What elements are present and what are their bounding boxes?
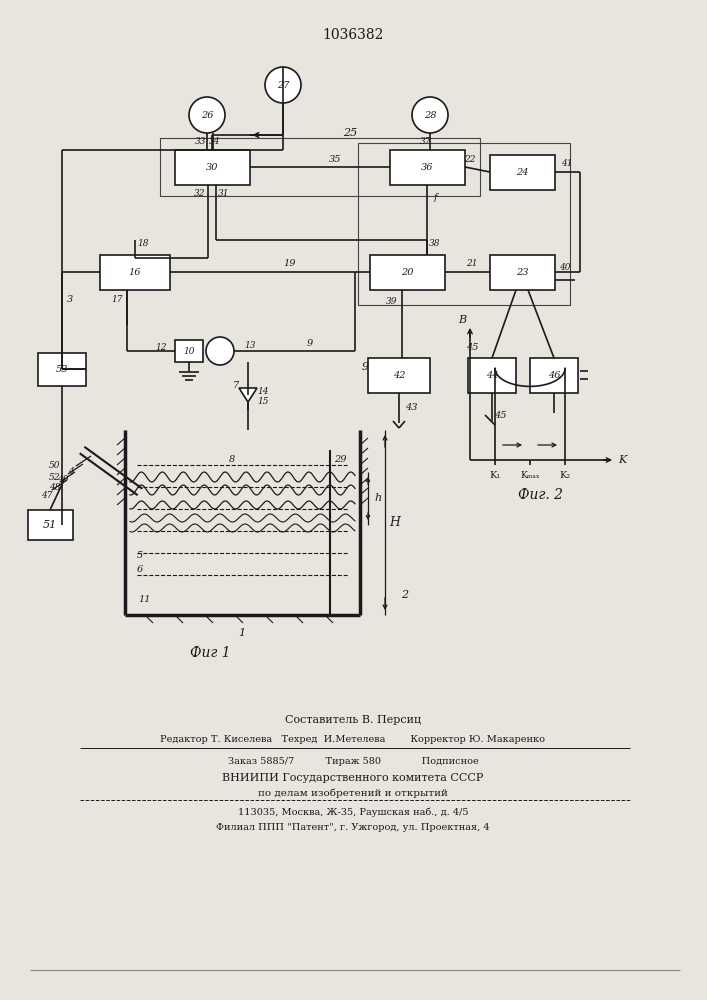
Text: 19: 19: [284, 259, 296, 268]
Text: 36: 36: [421, 163, 434, 172]
Text: 32: 32: [194, 188, 206, 198]
Bar: [370, 255, 445, 290]
Text: 45: 45: [493, 410, 506, 420]
Circle shape: [412, 97, 448, 133]
Text: Филиал ППП "Патент", г. Ужгород, ул. Проектная, 4: Филиал ППП "Патент", г. Ужгород, ул. Про…: [216, 822, 490, 832]
Text: 51: 51: [43, 520, 57, 530]
Text: 22: 22: [464, 154, 476, 163]
Text: Заказ 5885/7          Тираж 580             Подписное: Заказ 5885/7 Тираж 580 Подписное: [228, 758, 479, 766]
Polygon shape: [239, 388, 257, 402]
Text: h: h: [375, 493, 382, 503]
Text: 31: 31: [218, 188, 230, 198]
Text: 23: 23: [516, 268, 529, 277]
Bar: [28, 510, 73, 540]
Text: 39: 39: [386, 298, 398, 306]
Text: Составитель В. Персиц: Составитель В. Персиц: [285, 715, 421, 725]
Bar: [490, 255, 555, 290]
Text: 45: 45: [466, 344, 478, 353]
Text: H: H: [390, 516, 400, 528]
Text: 14: 14: [257, 386, 269, 395]
Text: Kₘₐₓ: Kₘₐₓ: [520, 471, 540, 480]
Circle shape: [265, 67, 301, 103]
Text: Редактор Т. Киселева   Техред  И.Метелева        Корректор Ю. Макаренко: Редактор Т. Киселева Техред И.Метелева К…: [160, 736, 546, 744]
Text: 2: 2: [402, 590, 409, 600]
Text: 7: 7: [233, 380, 239, 389]
Text: 11: 11: [139, 595, 151, 604]
Text: 4: 4: [68, 466, 74, 476]
Text: 8: 8: [229, 456, 235, 464]
Text: 48: 48: [49, 483, 61, 491]
Bar: [175, 340, 203, 362]
Text: 15: 15: [257, 396, 269, 406]
Text: 6: 6: [137, 566, 143, 574]
Text: 46: 46: [548, 371, 560, 380]
Text: 47: 47: [41, 490, 53, 499]
Circle shape: [206, 337, 234, 365]
Text: Фиг 1: Фиг 1: [189, 646, 230, 660]
Text: 41: 41: [561, 158, 573, 167]
Bar: [530, 358, 578, 393]
Text: 17: 17: [111, 296, 123, 304]
Text: 5: 5: [137, 550, 143, 560]
Text: по делам изобретений и открытий: по делам изобретений и открытий: [258, 788, 448, 798]
Text: 9: 9: [307, 338, 313, 348]
Bar: [100, 255, 170, 290]
Text: B: B: [458, 315, 466, 325]
Text: 9: 9: [361, 362, 368, 372]
Text: 25: 25: [343, 128, 357, 138]
Text: 40: 40: [559, 262, 571, 271]
Text: 21: 21: [466, 259, 478, 268]
Circle shape: [189, 97, 225, 133]
Bar: [390, 150, 465, 185]
Text: 29: 29: [334, 456, 346, 464]
Text: Фиг. 2: Фиг. 2: [518, 488, 563, 502]
Text: 16: 16: [129, 268, 141, 277]
Text: 28: 28: [423, 110, 436, 119]
Text: 20: 20: [402, 268, 414, 277]
Text: 1036382: 1036382: [322, 28, 384, 42]
Text: 3: 3: [67, 296, 73, 304]
Bar: [368, 358, 430, 393]
Text: K₂: K₂: [559, 471, 571, 480]
Text: 42: 42: [393, 371, 405, 380]
Text: 52: 52: [49, 474, 61, 483]
Bar: [38, 353, 86, 386]
Text: 35: 35: [329, 154, 341, 163]
Text: 26: 26: [201, 110, 214, 119]
Text: f: f: [433, 192, 437, 202]
Text: 43: 43: [404, 403, 417, 412]
Bar: [160, 138, 480, 196]
Text: 12: 12: [156, 344, 167, 353]
Text: 1: 1: [238, 628, 245, 638]
Text: 24: 24: [516, 168, 529, 177]
Text: 37: 37: [420, 137, 432, 146]
Bar: [358, 143, 570, 305]
Bar: [468, 358, 516, 393]
Bar: [175, 150, 250, 185]
Text: K: K: [618, 455, 626, 465]
Text: 49: 49: [57, 475, 69, 484]
Text: 50: 50: [49, 460, 61, 470]
Text: 38: 38: [429, 238, 440, 247]
Text: 13: 13: [244, 340, 256, 350]
Text: 27: 27: [276, 81, 289, 90]
Text: 113035, Москва, Ж-35, Раушская наб., д. 4/5: 113035, Москва, Ж-35, Раушская наб., д. …: [238, 807, 468, 817]
Text: 10: 10: [183, 347, 194, 356]
Text: 18: 18: [137, 238, 148, 247]
Text: ВНИИПИ Государственного комитета СССР: ВНИИПИ Государственного комитета СССР: [222, 773, 484, 783]
Text: 33: 33: [195, 137, 206, 146]
Bar: [490, 155, 555, 190]
Text: 34: 34: [209, 137, 221, 146]
Text: 44: 44: [486, 371, 498, 380]
Text: 30: 30: [206, 163, 218, 172]
Text: K₁: K₁: [489, 471, 501, 480]
Text: 53: 53: [56, 365, 69, 374]
